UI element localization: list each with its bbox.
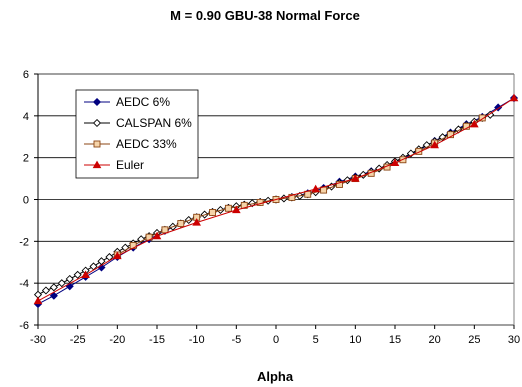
- data-point: [93, 140, 101, 148]
- x-tick-label: 15: [389, 334, 401, 346]
- y-tick-label: -2: [19, 236, 29, 248]
- data-point: [49, 291, 58, 300]
- data-point: [232, 205, 241, 214]
- y-tick-label: 4: [23, 111, 29, 123]
- data-point: [113, 251, 122, 260]
- x-tick-label: -15: [149, 334, 165, 346]
- data-point: [161, 226, 169, 234]
- data-point: [224, 204, 232, 212]
- legend-label: AEDC 33%: [116, 137, 177, 151]
- data-point: [92, 160, 102, 169]
- legend-label: AEDC 6%: [116, 95, 170, 109]
- x-tick-label: 0: [273, 334, 279, 346]
- y-tick-label: 6: [23, 69, 29, 81]
- data-point: [41, 286, 50, 295]
- data-point: [351, 174, 360, 182]
- data-point: [92, 118, 102, 128]
- x-tick-label: -5: [231, 334, 241, 346]
- data-point: [97, 257, 106, 266]
- data-point: [509, 93, 519, 102]
- data-point: [73, 270, 82, 279]
- y-tick-label: 2: [23, 153, 29, 165]
- data-point: [359, 170, 368, 179]
- data-point: [390, 158, 400, 167]
- data-point: [33, 296, 43, 305]
- legend-label: CALSPAN 6%: [116, 116, 192, 130]
- data-point: [248, 199, 257, 208]
- chart-title: M = 0.90 GBU-38 Normal Force: [170, 8, 360, 23]
- x-tick-label: 25: [468, 334, 480, 346]
- y-tick-label: -6: [19, 320, 29, 332]
- data-point: [209, 209, 216, 216]
- y-tick-label: -4: [19, 278, 29, 290]
- data-point: [311, 184, 320, 193]
- x-tick-label: -10: [189, 334, 205, 346]
- data-point: [121, 243, 130, 252]
- x-tick-label: 20: [429, 334, 441, 346]
- x-tick-label: 5: [313, 334, 319, 346]
- legend-label: Euler: [116, 158, 144, 172]
- data-point: [57, 279, 66, 288]
- x-tick-label: -20: [109, 334, 125, 346]
- data-point: [192, 218, 201, 226]
- x-tick-label: -25: [70, 334, 86, 346]
- x-tick-label: 30: [508, 334, 520, 346]
- data-point: [137, 235, 146, 244]
- data-point: [65, 274, 74, 284]
- data-point: [470, 119, 479, 128]
- data-point: [177, 220, 185, 228]
- data-point: [49, 283, 58, 292]
- x-tick-label: -30: [30, 334, 46, 346]
- data-point: [336, 180, 343, 188]
- x-axis-label: Alpha: [257, 369, 294, 384]
- data-point: [478, 114, 486, 122]
- x-tick-label: 10: [349, 334, 361, 346]
- y-tick-label: 0: [23, 195, 29, 207]
- data-point: [152, 231, 162, 240]
- series-line: [37, 97, 515, 302]
- data-point: [288, 193, 296, 201]
- data-point: [430, 140, 439, 149]
- data-point: [81, 270, 90, 278]
- data-point: [92, 97, 102, 107]
- legend: AEDC 6% CALSPAN 6% AEDC 33% Euler: [75, 89, 199, 179]
